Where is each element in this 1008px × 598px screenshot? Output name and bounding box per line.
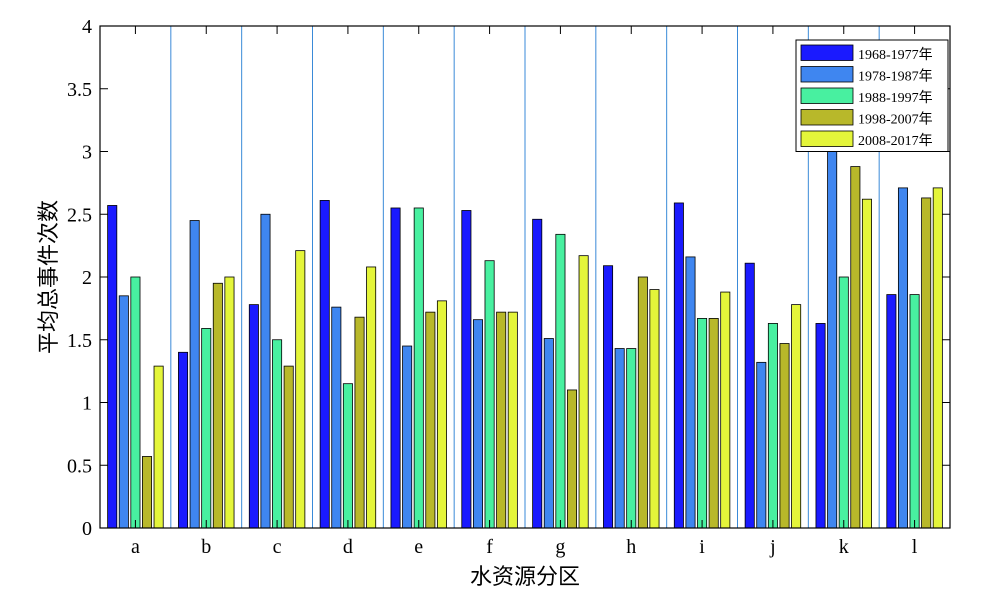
bar xyxy=(637,276,648,529)
bar xyxy=(767,323,778,529)
bar xyxy=(390,207,401,529)
y-tick-label: 4 xyxy=(82,16,92,38)
legend-swatch xyxy=(800,87,854,104)
bar xyxy=(272,339,283,529)
bar xyxy=(708,318,719,529)
bar xyxy=(626,348,637,529)
bar xyxy=(342,383,353,529)
bar xyxy=(756,361,767,529)
y-axis-label: 平均总事件次数 xyxy=(37,200,62,354)
bar xyxy=(932,187,943,529)
bar xyxy=(886,294,897,529)
bar xyxy=(838,276,849,529)
bar xyxy=(189,220,200,529)
y-tick-label: 2.5 xyxy=(67,204,92,226)
bar xyxy=(354,316,365,529)
x-tick-label: a xyxy=(131,536,140,558)
bar xyxy=(118,295,129,529)
bars xyxy=(107,151,943,529)
x-axis-label: 水资源分区 xyxy=(470,565,580,590)
bar xyxy=(720,291,731,529)
x-axis: a b c d e f g h i j k l xyxy=(131,26,918,558)
x-tick-label: i xyxy=(699,536,705,558)
bar xyxy=(791,304,802,529)
bar xyxy=(224,276,235,529)
bar xyxy=(555,233,566,529)
bar xyxy=(507,311,518,529)
legend-swatch xyxy=(800,109,854,126)
y-tick-label: 3 xyxy=(82,142,92,164)
bar xyxy=(331,306,342,529)
bar xyxy=(532,218,543,529)
bar xyxy=(413,207,424,529)
bar xyxy=(212,282,223,529)
bar xyxy=(260,213,271,529)
bar xyxy=(779,343,790,529)
bar xyxy=(248,304,259,529)
bar xyxy=(153,365,164,529)
y-tick-label: 0 xyxy=(82,518,92,540)
bar xyxy=(402,345,413,529)
bar xyxy=(436,300,447,529)
bar xyxy=(142,456,153,529)
x-tick-label: d xyxy=(343,536,353,558)
legend-swatch xyxy=(800,44,854,61)
bar xyxy=(484,260,495,529)
bar xyxy=(130,276,141,529)
bar xyxy=(649,289,660,529)
bar xyxy=(909,294,920,529)
bar xyxy=(827,151,838,529)
bar xyxy=(543,338,554,529)
bar xyxy=(107,205,118,529)
y-tick-label: 0.5 xyxy=(67,455,92,477)
legend-label: 2008-2017年 xyxy=(858,133,933,149)
bar xyxy=(366,266,377,529)
x-tick-label: h xyxy=(626,536,636,558)
bar xyxy=(673,202,684,529)
bar xyxy=(567,389,578,529)
bar xyxy=(697,318,708,529)
x-tick-label: e xyxy=(414,536,423,558)
legend-label: 1998-2007年 xyxy=(858,112,933,128)
bar xyxy=(283,365,294,529)
y-tick-label: 3.5 xyxy=(67,79,92,101)
bar xyxy=(496,311,507,529)
y-tick-label: 1 xyxy=(82,393,92,415)
x-tick-label: j xyxy=(769,536,776,558)
legend-label: 1968-1977年 xyxy=(858,47,933,63)
x-tick-label: c xyxy=(273,536,282,558)
y-axis: 0 0.5 1 1.5 2 2.5 3 3.5 4 xyxy=(67,16,950,540)
bar xyxy=(425,311,436,529)
bar xyxy=(897,187,908,529)
bar xyxy=(614,348,625,529)
x-tick-label: f xyxy=(486,536,493,558)
legend-label: 1988-1997年 xyxy=(858,90,933,106)
x-tick-label: g xyxy=(555,536,565,558)
bar xyxy=(603,265,614,529)
legend-swatch xyxy=(800,66,854,83)
x-tick-label: b xyxy=(201,536,211,558)
bar xyxy=(201,328,212,529)
y-tick-label: 2 xyxy=(82,267,92,289)
bar xyxy=(921,197,932,529)
bar xyxy=(861,198,872,529)
bar xyxy=(472,319,483,529)
x-tick-label: l xyxy=(912,536,918,558)
legend-swatch xyxy=(800,130,854,147)
x-tick-label: k xyxy=(839,536,849,558)
bar xyxy=(178,351,189,529)
bar xyxy=(319,200,330,529)
bar xyxy=(461,210,472,529)
bar xyxy=(578,255,589,529)
bar xyxy=(744,262,755,529)
legend: 1968-1977年 1978-1987年 1988-1997年 1998-2007年… xyxy=(795,39,949,152)
bar xyxy=(295,250,306,529)
legend-label: 1978-1987年 xyxy=(858,69,933,85)
bar xyxy=(815,323,826,529)
bar xyxy=(850,166,861,529)
y-tick-label: 1.5 xyxy=(67,330,92,352)
bar xyxy=(685,256,696,529)
